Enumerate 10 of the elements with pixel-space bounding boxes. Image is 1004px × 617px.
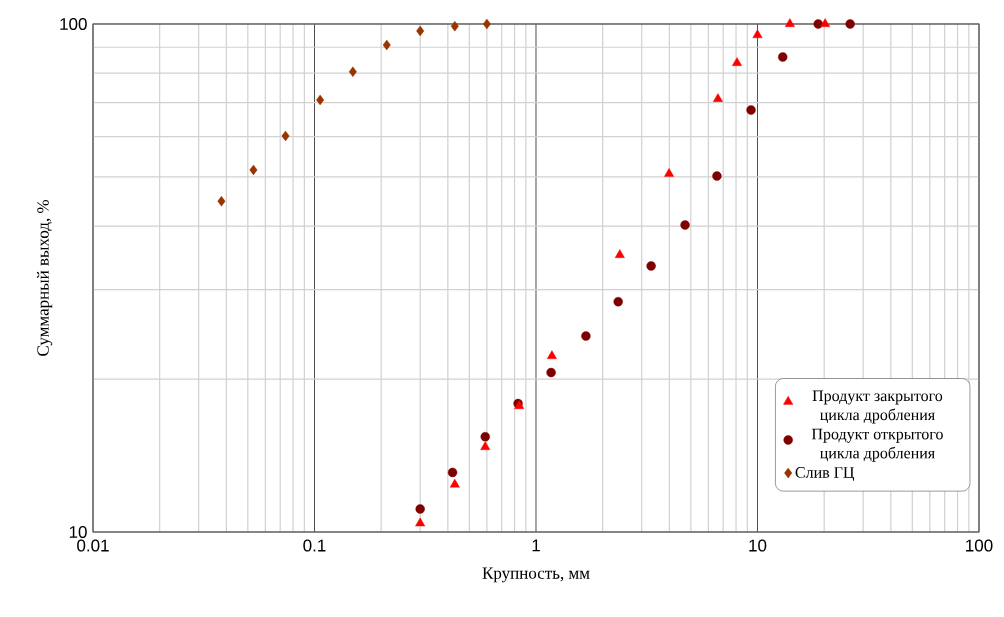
legend-label: Продукт открытого цикла дробления (811, 428, 943, 462)
x-tick-label: 10 (749, 539, 767, 552)
x-tick-label: 1 (532, 539, 540, 552)
legend-label: Слив ГЦ (795, 467, 855, 482)
legend-label: Продукт закрытого цикла дробления (812, 390, 943, 424)
x-tick-label: 100 (966, 539, 993, 552)
x-tick-label: 0.01 (77, 539, 109, 552)
x-tick-label: 0.1 (303, 539, 326, 552)
x-axis-title: Крупность, мм (482, 567, 590, 583)
y-axis-title: Суммарный выход, % (36, 199, 53, 356)
